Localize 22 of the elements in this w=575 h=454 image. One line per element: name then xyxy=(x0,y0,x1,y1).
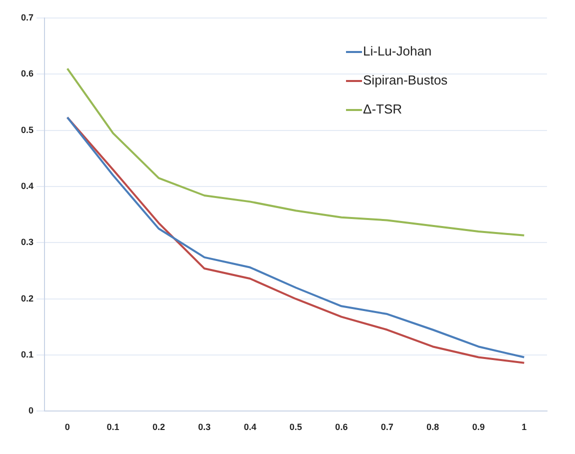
x-tick-label: 0.8 xyxy=(426,422,440,432)
x-tick-label: 0.9 xyxy=(472,422,485,432)
legend-label: Li-Lu-Johan xyxy=(363,44,432,59)
x-tick-label: 0.6 xyxy=(335,422,348,432)
y-tick-label: 0.5 xyxy=(20,124,34,135)
y-tick-label: 0.4 xyxy=(20,181,34,191)
x-tick-label: 0.5 xyxy=(290,422,302,432)
y-tick-label: 0 xyxy=(28,406,34,416)
legend-label: Sipiran-Bustos xyxy=(363,72,448,88)
x-tick-label: 0.4 xyxy=(244,422,256,432)
x-tick-label: 0.2 xyxy=(152,422,165,432)
legend-label: Δ-TSR xyxy=(363,102,402,117)
y-tick-label: 0.7 xyxy=(20,12,34,22)
y-tick-label: 0.1 xyxy=(20,350,34,360)
x-tick-label: 0.7 xyxy=(380,422,394,432)
x-tick-label: 0.3 xyxy=(198,422,211,432)
x-tick-label: 0 xyxy=(64,422,70,432)
y-tick-label: 0.3 xyxy=(20,237,34,248)
x-tick-label: 0.1 xyxy=(106,422,120,432)
x-tick-label: 1 xyxy=(522,422,527,432)
y-tick-label: 0.2 xyxy=(20,293,34,304)
y-tick-label: 0.6 xyxy=(20,68,34,79)
